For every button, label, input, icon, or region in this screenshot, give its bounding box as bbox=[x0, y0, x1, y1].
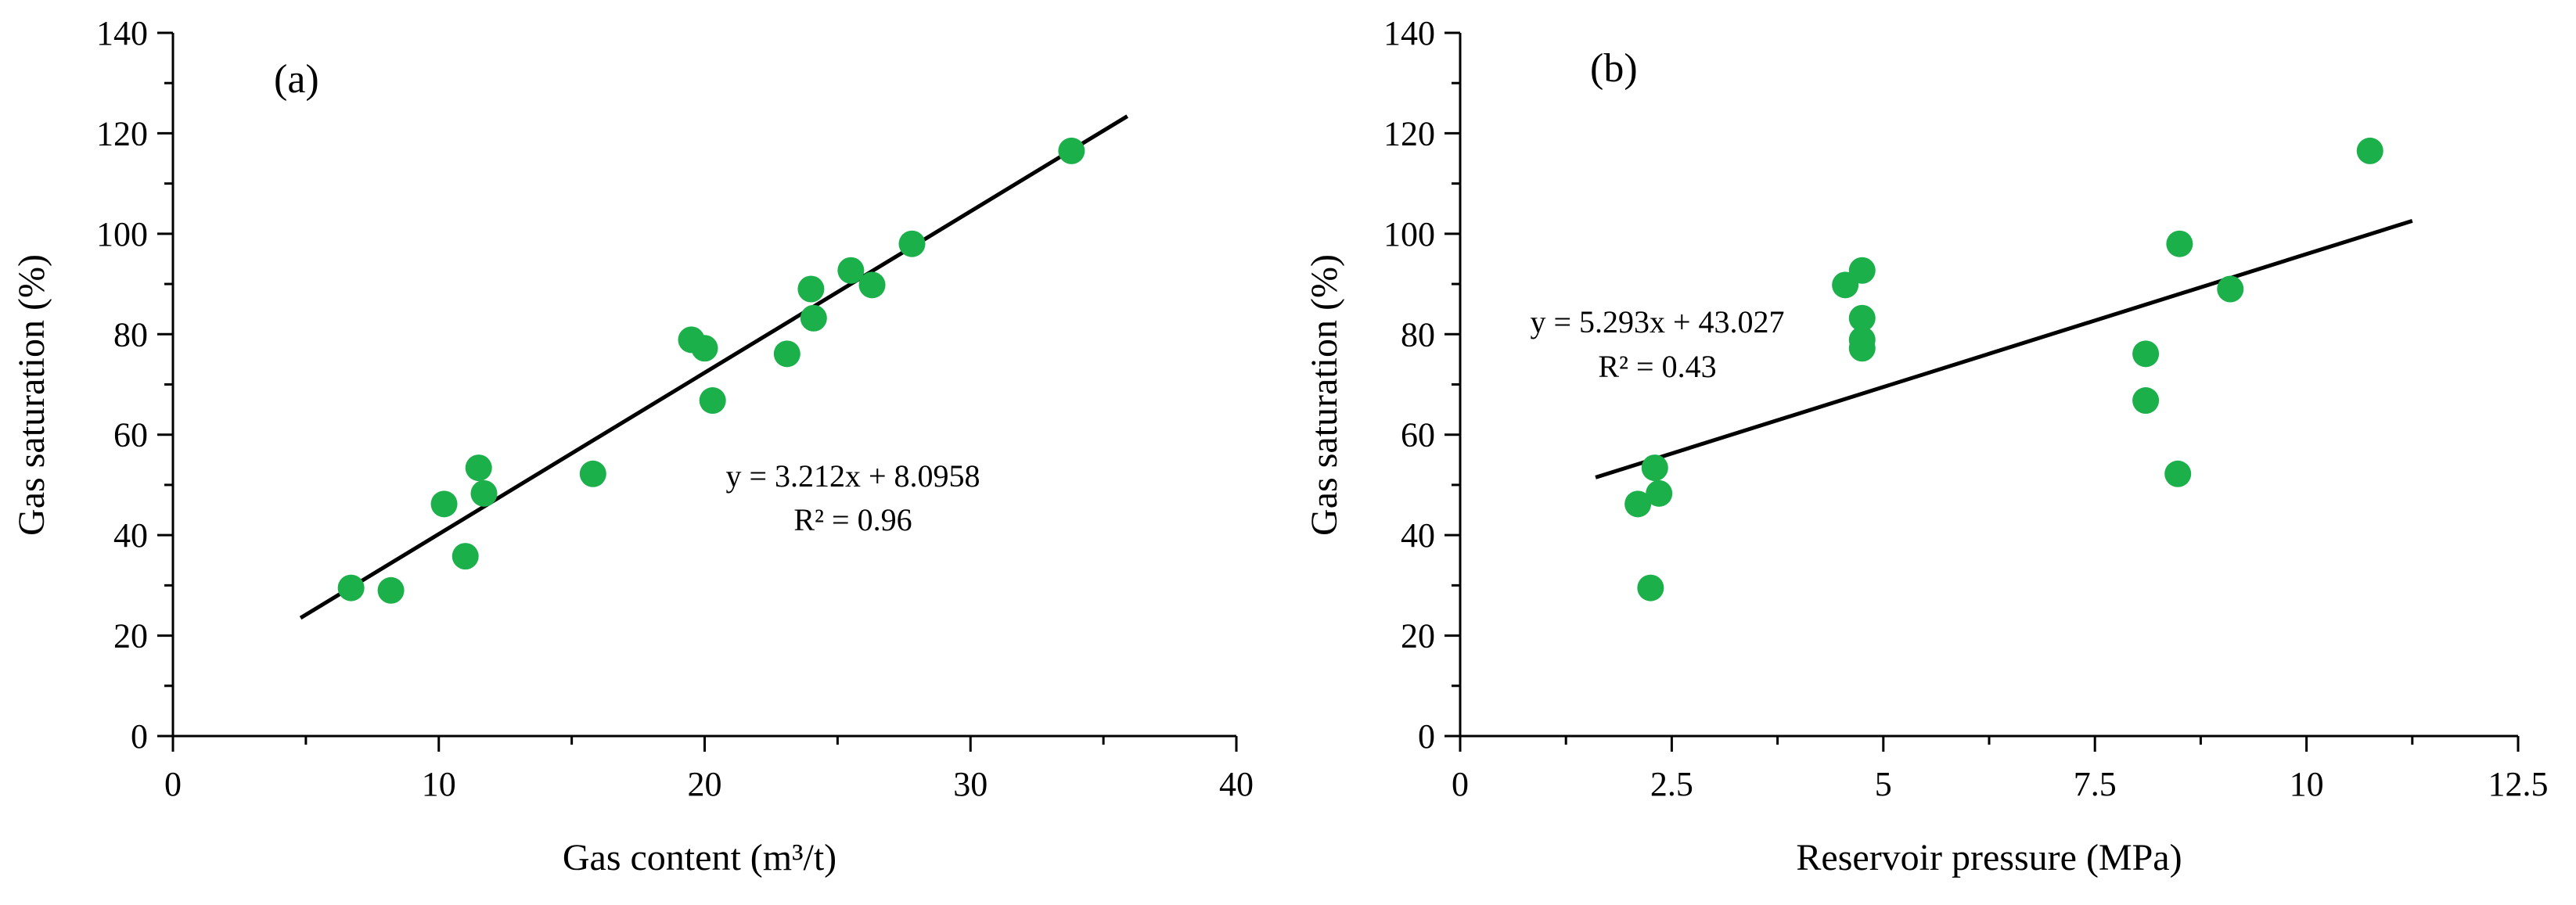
panel-a-y-tick-label: 100 bbox=[96, 215, 148, 253]
panel-b-y-tick-label: 140 bbox=[1383, 14, 1435, 52]
panel-a-data-point bbox=[470, 479, 498, 507]
panel-a-r-squared: R² = 0.96 bbox=[793, 502, 912, 537]
panel-a-data-point bbox=[377, 576, 405, 604]
panel-a-data-point bbox=[430, 490, 458, 518]
panel-b-label: (b) bbox=[1590, 46, 1638, 91]
panel-a-equation: y = 3.212x + 8.0958 bbox=[725, 458, 980, 494]
panel-b-data-point bbox=[2132, 387, 2160, 415]
panel-b-r-squared: R² = 0.43 bbox=[1598, 349, 1716, 384]
panel-b-y-tick-label: 80 bbox=[1401, 315, 1435, 354]
panel-b-trend-line bbox=[1595, 218, 2413, 479]
panel-b-x-tick-label: 7.5 bbox=[2074, 765, 2117, 803]
panel-a-axes: 0 20 40 60 80 100 120 140 0 10 20 30 40 bbox=[96, 14, 1254, 803]
panel-b-x-tick-label: 0 bbox=[1452, 765, 1469, 803]
panel-b-data-point bbox=[2356, 137, 2384, 164]
panel-b-data-point bbox=[2164, 460, 2192, 487]
panel-a-data-point bbox=[797, 275, 825, 303]
panel-b-y-tick-label: 20 bbox=[1401, 617, 1435, 655]
panel-b-data-point bbox=[2166, 230, 2193, 257]
panel-b-y-tick-label: 40 bbox=[1401, 516, 1435, 555]
panel-a-x-tick-label: 40 bbox=[1219, 765, 1254, 803]
panel-a-y-tick-label: 120 bbox=[96, 114, 148, 153]
panel-a-y-tick-label: 140 bbox=[96, 14, 148, 52]
panel-a-y-tick-label: 60 bbox=[113, 416, 148, 454]
panel-b-y-title: Gas saturation (%) bbox=[1304, 254, 1345, 536]
panel-b: 0 20 40 60 80 100 120 140 0 2.5 5 7.5 10 12.5 (b) y =… bbox=[1304, 14, 2549, 878]
panel-a-trend-line bbox=[299, 114, 1128, 620]
panel-b-y-tick-label: 120 bbox=[1383, 114, 1435, 153]
panel-b-x-tick-label: 5 bbox=[1875, 765, 1892, 803]
panel-a-data-point bbox=[699, 387, 726, 415]
panel-a-data-point bbox=[800, 304, 827, 332]
panel-b-x-tick-label: 2.5 bbox=[1650, 765, 1693, 803]
panel-a-x-tick-label: 30 bbox=[953, 765, 988, 803]
panel-a-data-point bbox=[773, 340, 801, 368]
panel-b-y-tick-label: 0 bbox=[1418, 717, 1435, 756]
panel-b-data-point bbox=[1624, 490, 1652, 518]
panel-a-y-tick-label: 0 bbox=[131, 717, 148, 756]
panel-b-data-point bbox=[2217, 275, 2244, 303]
panel-b-data-point bbox=[1848, 335, 1876, 362]
panel-b-data-point bbox=[2132, 340, 2160, 368]
panel-a-data-point bbox=[465, 454, 492, 482]
panel-a-label: (a) bbox=[274, 57, 319, 102]
panel-b-equation: y = 5.293x + 43.027 bbox=[1530, 304, 1784, 339]
panel-a-data-point bbox=[337, 574, 365, 602]
panel-b-data-point bbox=[1637, 574, 1664, 602]
panel-a-data-point bbox=[691, 335, 718, 362]
panel-b-y-tick-label: 60 bbox=[1401, 416, 1435, 454]
panel-a-y-tick-label: 80 bbox=[113, 315, 148, 354]
panel-b-data-point bbox=[1646, 479, 1673, 507]
panel-a-points bbox=[337, 137, 1085, 604]
panel-a-x-tick-label: 10 bbox=[422, 765, 456, 803]
panel-a-y-title: Gas saturation (%) bbox=[11, 254, 52, 536]
panel-a-y-tick-label: 20 bbox=[113, 617, 148, 655]
panel-a-x-tick-label: 20 bbox=[688, 765, 722, 803]
panel-b-axes: 0 20 40 60 80 100 120 140 0 2.5 5 7.5 10 12.5 bbox=[1383, 14, 2549, 803]
panel-a-data-point bbox=[1058, 137, 1085, 164]
panel-b-data-point bbox=[1848, 304, 1876, 332]
panel-a-x-tick-label: 0 bbox=[164, 765, 182, 803]
panel-b-data-point bbox=[1848, 257, 1876, 284]
panel-a: 0 20 40 60 80 100 120 140 0 10 20 30 40 (a) y = 3.21… bbox=[11, 14, 1254, 878]
panel-a-y-tick-label: 40 bbox=[113, 516, 148, 555]
panel-b-x-title: Reservoir pressure (MPa) bbox=[1796, 837, 2182, 878]
panel-b-data-point bbox=[1641, 454, 1668, 482]
panel-a-data-point bbox=[858, 271, 886, 299]
panel-a-x-title: Gas content (m³/t) bbox=[563, 837, 836, 878]
panel-b-points bbox=[1624, 137, 2384, 602]
panel-a-data-point bbox=[579, 460, 606, 487]
panel-a-data-point bbox=[898, 230, 926, 257]
panel-b-x-tick-label: 10 bbox=[2290, 765, 2324, 803]
panel-a-data-point bbox=[452, 543, 479, 570]
panel-b-x-tick-label: 12.5 bbox=[2488, 765, 2549, 803]
panel-a-data-point bbox=[837, 257, 865, 284]
panel-b-y-tick-label: 100 bbox=[1383, 215, 1435, 253]
